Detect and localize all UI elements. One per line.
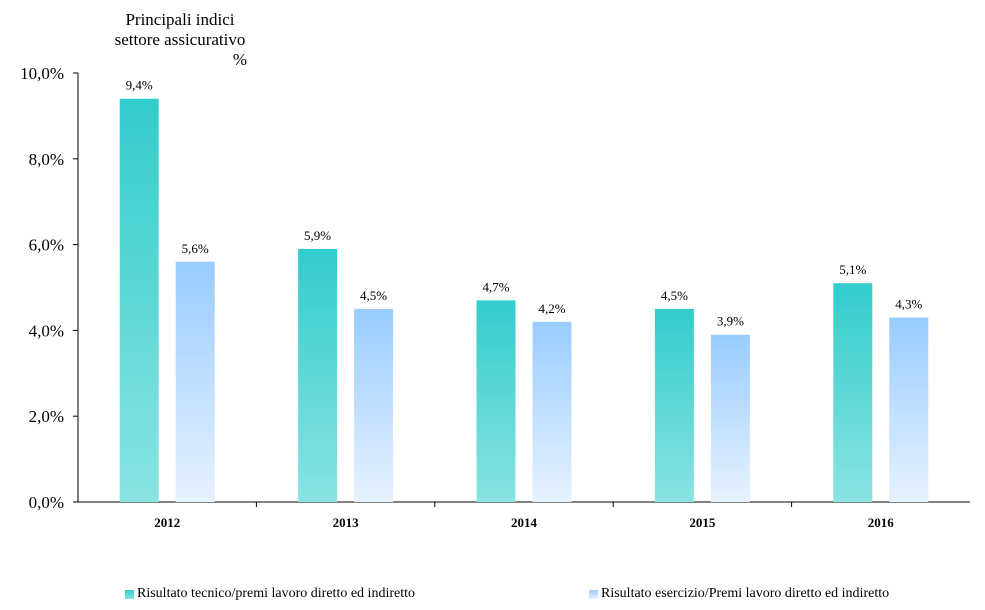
data-label-series-2-2013: 4,5% bbox=[360, 288, 387, 303]
chart-bars bbox=[119, 98, 929, 503]
bar-series-2-2015 bbox=[710, 334, 750, 502]
y-tick-label: 10,0% bbox=[20, 64, 64, 83]
x-tick-label: 2013 bbox=[333, 515, 360, 530]
y-tick-label: 8,0% bbox=[29, 150, 64, 169]
data-label-series-2-2014: 4,2% bbox=[538, 301, 565, 316]
legend-item-series-2: Risultato esercizio/Premi lavoro diretto… bbox=[589, 586, 889, 602]
x-tick-label: 2012 bbox=[154, 515, 180, 530]
x-tick-label: 2016 bbox=[868, 515, 895, 530]
legend-label-series-1: Risultato tecnico/premi lavoro diretto e… bbox=[137, 586, 415, 601]
data-label-series-1-2012: 9,4% bbox=[126, 78, 153, 93]
data-label-series-1-2016: 5,1% bbox=[839, 262, 866, 277]
legend-item-series-1: Risultato tecnico/premi lavoro diretto e… bbox=[125, 586, 415, 602]
data-label-series-1-2013: 5,9% bbox=[304, 228, 331, 243]
legend-swatch-series-1 bbox=[125, 589, 134, 599]
legend-label-series-2: Risultato esercizio/Premi lavoro diretto… bbox=[601, 586, 890, 601]
data-label-series-2-2015: 3,9% bbox=[717, 314, 744, 329]
bar-series-2-2012 bbox=[175, 261, 215, 502]
y-tick-label: 4,0% bbox=[29, 321, 64, 340]
y-tick-label: 0,0% bbox=[29, 493, 64, 512]
bar-series-2-2013 bbox=[354, 308, 394, 502]
chart-title-line-3: % bbox=[232, 50, 248, 69]
y-tick-label: 2,0% bbox=[29, 407, 64, 426]
chart-axes: 0,0% 2,0% 4,0% 6,0% 8,0% 10,0% bbox=[20, 64, 970, 512]
data-label-series-2-2012: 5,6% bbox=[182, 241, 209, 256]
bar-series-2-2016 bbox=[889, 317, 929, 502]
bar-series-1-2014 bbox=[476, 300, 516, 502]
bar-series-2-2014 bbox=[532, 321, 572, 502]
data-label-series-1-2015: 4,5% bbox=[661, 288, 688, 303]
x-tick-label: 2015 bbox=[689, 515, 716, 530]
bar-series-1-2012 bbox=[119, 98, 159, 503]
bar-series-1-2013 bbox=[298, 248, 338, 502]
chart-title-line-2: settore assicurativo bbox=[114, 30, 246, 49]
legend-swatch-series-2 bbox=[589, 589, 598, 599]
bar-series-1-2016 bbox=[833, 283, 873, 502]
x-tick-label: 2014 bbox=[511, 515, 538, 530]
chart-title-line-1: Principali indici bbox=[125, 10, 235, 29]
data-label-series-1-2014: 4,7% bbox=[482, 279, 509, 294]
y-tick-label: 6,0% bbox=[29, 236, 64, 255]
chart-title: Principali indici settore assicurativo % bbox=[95, 10, 265, 70]
data-label-series-2-2016: 4,3% bbox=[895, 297, 922, 312]
chart-labels: 9,4% 5,6% 2012 5,9% 4,5% 2013 4,7% 4,2% 2014 4,5%… bbox=[126, 78, 923, 530]
bar-series-1-2015 bbox=[654, 308, 694, 502]
